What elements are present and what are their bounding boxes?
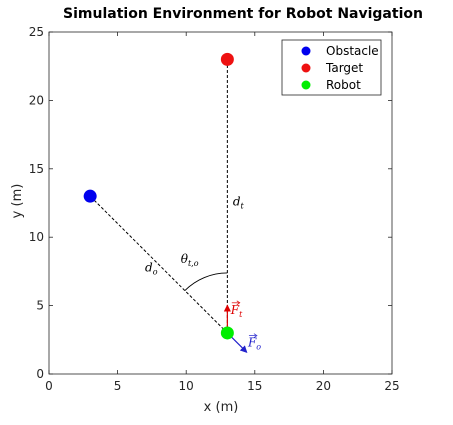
x-tick-label: 0 (45, 379, 53, 393)
y-tick-label: 5 (36, 299, 44, 313)
y-axis-label: y (m) (10, 184, 25, 219)
x-axis-label: x (m) (204, 400, 239, 415)
vector-accent-head (236, 300, 241, 306)
x-tick-label: 20 (316, 379, 331, 393)
legend: Obstacle Target Robot (281, 39, 382, 96)
legend-marker-target (301, 63, 311, 73)
point-target (220, 52, 234, 66)
y-tick-label: 15 (29, 162, 44, 176)
y-tick-label: 0 (36, 367, 44, 381)
legend-label-target: Target (325, 61, 363, 75)
x-tick-label: 25 (384, 379, 399, 393)
angle-arc (184, 272, 228, 291)
legend-marker-robot (301, 80, 311, 90)
legend-box (281, 39, 382, 96)
legend-label-robot: Robot (326, 78, 361, 92)
chart-title: Simulation Environment for Robot Navigat… (63, 6, 423, 22)
x-tick-label: 15 (247, 379, 262, 393)
x-tick-label: 10 (179, 379, 194, 393)
legend-label-obstacle: Obstacle (326, 44, 379, 58)
y-tick-label: 25 (29, 25, 44, 39)
legend-marker-obstacle (301, 46, 311, 56)
point-robot (220, 326, 234, 340)
distance-line-o (89, 195, 228, 334)
y-tick-label: 10 (29, 230, 44, 244)
vector-accent-head (253, 333, 258, 338)
distance-label-t: dt (233, 195, 245, 211)
x-tick-label: 5 (114, 379, 122, 393)
y-tick-label: 20 (29, 93, 44, 107)
point-obstacle (83, 189, 97, 203)
